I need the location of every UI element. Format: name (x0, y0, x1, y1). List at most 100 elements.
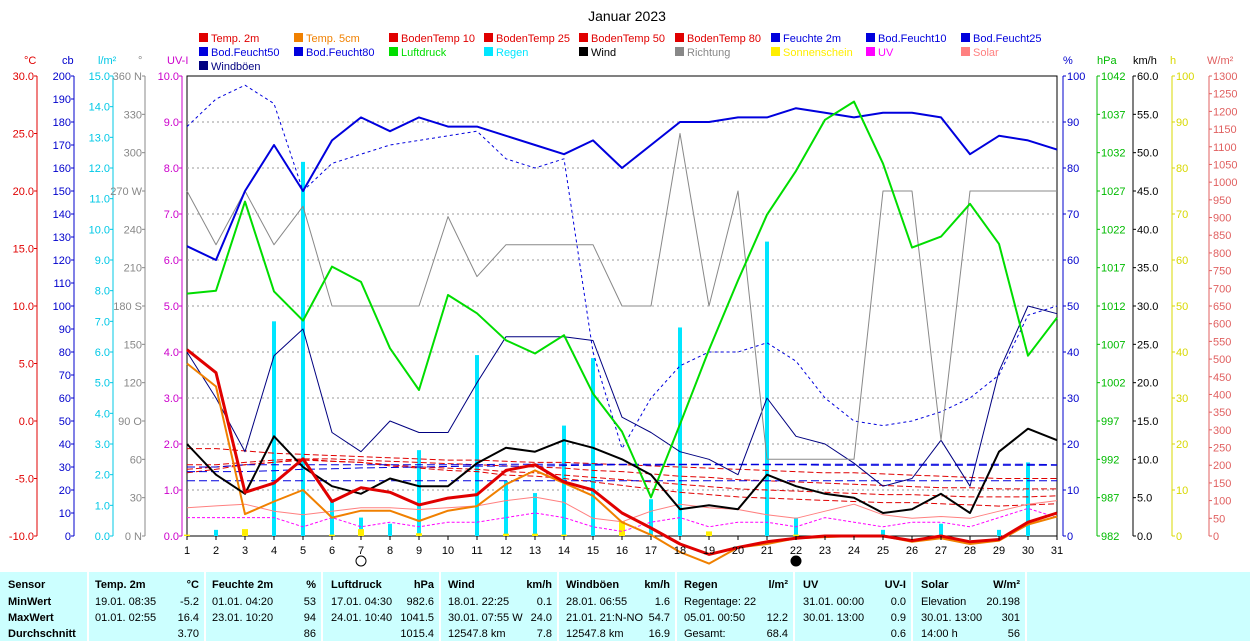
temp-max-time: 01.01. 02:55 (95, 612, 157, 624)
wind-avg: 7.8 (536, 628, 552, 640)
rain-max: 12.2 (766, 612, 788, 624)
axis-tick-label: 360 N (113, 71, 142, 83)
stats-header: Sensor (8, 579, 46, 591)
axis-tick-label: 5.0 (1137, 493, 1152, 505)
axis-tick-label: 4.0 (95, 408, 110, 420)
stats-wind: Wind km/h 18.01. 22:25 0.1 30.01. 07:55 … (441, 572, 557, 641)
solar-sun-hours: 14:00 h (921, 628, 958, 640)
axis-tick-label: 1037 (1101, 109, 1125, 121)
axis-tick-label: 270 W (110, 186, 142, 198)
axis-tick-label: 80 (59, 347, 71, 359)
x-tick-label: 23 (819, 545, 831, 557)
series-line (187, 448, 1057, 479)
x-tick-label: 8 (387, 545, 393, 557)
legend-swatch (771, 33, 780, 42)
axis-tick-label: 0 (1176, 531, 1182, 543)
axis-tick-label: 14.0 (89, 102, 110, 114)
axis-tick-label: 210 (124, 263, 142, 275)
axis-tick-label: 5.0 (19, 359, 34, 371)
axis-unit-wind: km/h (1133, 55, 1157, 67)
axis-tick-label: 900 (1213, 213, 1231, 225)
axis-tick-label: 20.0 (1137, 378, 1158, 390)
temp-min: -5.2 (180, 596, 199, 608)
axis-tick-label: 25.0 (13, 129, 34, 141)
legend-label: Solar (973, 47, 999, 59)
bar-sonnenschein (358, 529, 364, 536)
legend-swatch (389, 47, 398, 56)
gust-min-time: 28.01. 06:55 (566, 596, 628, 608)
wind-title: Wind (448, 579, 475, 591)
hum-min: 53 (303, 596, 316, 608)
axis-tick-label: 15.0 (89, 71, 110, 83)
press-max-time: 24.01. 10:40 (331, 612, 393, 624)
legend-label: Regen (496, 47, 528, 59)
hum-max: 94 (303, 612, 316, 624)
uv-min: 0.0 (890, 596, 906, 608)
axis-tick-label: 0.0 (19, 416, 34, 428)
axis-tick-label: 140 (53, 209, 71, 221)
x-tick-label: 28 (964, 545, 976, 557)
gust-title: Windböen (566, 579, 620, 591)
axis-unit-hum: % (1063, 55, 1073, 67)
uv-unit: UV-I (884, 579, 906, 591)
axis-tick-label: 200 (53, 71, 71, 83)
rain-title: Regen (684, 579, 718, 591)
legend-swatch (675, 33, 684, 42)
axis-tick-label: 30 (1067, 393, 1079, 405)
legend-label: UV (878, 47, 894, 59)
series-line (187, 458, 1057, 490)
axis-tick-label: 7.0 (164, 209, 179, 221)
axis-tick-label: 500 (1213, 354, 1231, 366)
axis-tick-label: 30.0 (1137, 301, 1158, 313)
axis-tick-label: 45.0 (1137, 186, 1158, 198)
press-min: 982.6 (406, 596, 434, 608)
chart-title: Januar 2023 (588, 8, 666, 24)
axis-tick-label: 40.0 (1137, 224, 1158, 236)
legend-label: Windböen (211, 61, 261, 73)
axis-tick-label: 1.0 (164, 485, 179, 497)
legend-label: Wind (591, 47, 616, 59)
axis-tick-label: 3.0 (95, 439, 110, 451)
legend-swatch (771, 47, 780, 56)
bar-regen (504, 480, 508, 536)
axis-tick-label: 10.0 (89, 224, 110, 236)
axis-tick-label: 850 (1213, 230, 1231, 242)
axis-tick-label: 150 (53, 186, 71, 198)
axis-tick-label: 800 (1213, 248, 1231, 260)
axis-tick-label: 10 (1067, 485, 1079, 497)
x-tick-label: 29 (993, 545, 1005, 557)
legend-label: Bod.Feucht80 (306, 47, 375, 59)
series-line (186, 459, 1058, 498)
axis-tick-label: 70 (1176, 209, 1188, 221)
wind-unit: km/h (526, 579, 552, 591)
stats-humidity: Feuchte 2m % 01.01. 04:20 53 23.01. 10:2… (206, 572, 321, 641)
series-line (186, 348, 1058, 556)
press-max: 1041.5 (400, 612, 434, 624)
axis-tick-label: 8.0 (164, 163, 179, 175)
series-line (186, 107, 1058, 261)
legend-swatch (579, 33, 588, 42)
legend-label: BodenTemp 10 (401, 33, 475, 45)
x-tick-label: 16 (616, 545, 628, 557)
axis-tick-label: 60.0 (1137, 71, 1158, 83)
gust-distance: 12547.8 km (566, 628, 624, 640)
axis-tick-label: -5.0 (15, 474, 34, 486)
legend-label: BodenTemp 25 (496, 33, 570, 45)
bar-sonnenschein (532, 533, 538, 536)
bar-regen (359, 517, 363, 536)
axis-tick-label: 110 (53, 278, 71, 290)
wind-min-time: 18.01. 22:25 (448, 596, 510, 608)
axis-tick-label: 10.0 (158, 71, 179, 83)
axis-tick-label: 1022 (1101, 224, 1125, 236)
axis-tick-label: 160 (53, 163, 71, 175)
axis-tick-label: 11.0 (89, 194, 110, 206)
wind-distance: 12547.8 km (448, 628, 506, 640)
axis-tick-label: 50 (1213, 513, 1225, 525)
stats-filler (1027, 572, 1250, 641)
axis-tick-label: 1050 (1213, 159, 1237, 171)
axis-tick-label: 30 (1176, 393, 1188, 405)
axis-tick-label: 120 (124, 378, 142, 390)
bar-regen (475, 355, 479, 536)
legend-label: Bod.Feucht50 (211, 47, 280, 59)
legend-swatch (961, 33, 970, 42)
